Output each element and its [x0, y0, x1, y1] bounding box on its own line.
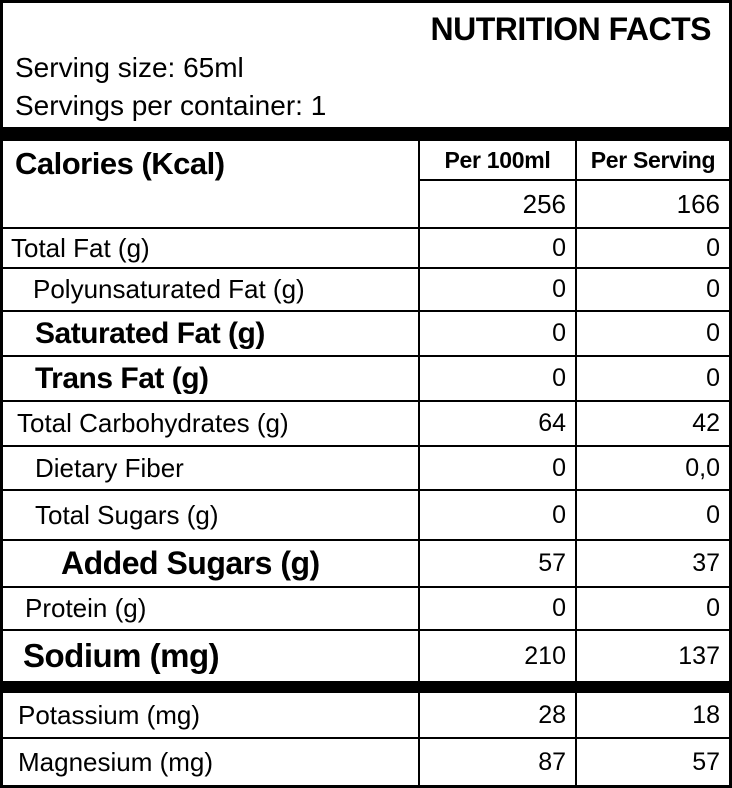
table-row-total-carbohydrates: Total Carbohydrates (g) 64 42: [3, 400, 729, 445]
column-header-per-serving: Per Serving: [575, 141, 729, 181]
calories-heading: Calories (Kcal): [15, 146, 225, 181]
column-header-per-100ml: Per 100ml: [418, 141, 575, 181]
table-row-protein: Protein (g) 0 0: [3, 586, 729, 629]
row-label: Potassium (mg): [18, 699, 201, 730]
row-value-per-100ml: 0: [418, 312, 575, 355]
calories-value-per-serving: 166: [575, 181, 729, 227]
row-value-per-100ml: 0: [418, 357, 575, 400]
row-value-per-100ml: 210: [418, 631, 575, 681]
table-row-total-sugars: Total Sugars (g) 0 0: [3, 489, 729, 539]
row-label: Total Fat (g): [11, 232, 150, 263]
table-row-saturated-fat: Saturated Fat (g) 0 0: [3, 310, 729, 355]
row-value-per-100ml: 0: [418, 588, 575, 629]
row-value-per-100ml: 0: [418, 447, 575, 489]
row-label: Total Sugars (g): [35, 499, 219, 530]
table-row-potassium: Potassium (mg) 28 18: [3, 693, 729, 737]
row-value-per-100ml: 87: [418, 739, 575, 785]
table-row-total-fat: Total Fat (g) 0 0: [3, 227, 729, 267]
row-value-per-100ml: 0: [418, 491, 575, 539]
row-value-per-serving: 0: [575, 357, 729, 400]
row-value-per-100ml: 28: [418, 693, 575, 737]
table-row-magnesium: Magnesium (mg) 87 57: [3, 737, 729, 785]
row-value-per-serving: 57: [575, 739, 729, 785]
row-value-per-serving: 37: [575, 541, 729, 586]
row-label: Protein (g): [25, 593, 147, 623]
row-value-per-serving: 18: [575, 693, 729, 737]
row-label: Magnesium (mg): [18, 746, 214, 777]
row-label: Dietary Fiber: [35, 452, 184, 483]
calories-value-per-100ml: 256: [418, 181, 575, 227]
row-value-per-serving: 137: [575, 631, 729, 681]
row-value-per-100ml: 0: [418, 229, 575, 267]
row-value-per-serving: 0: [575, 269, 729, 310]
row-label: Saturated Fat (g): [35, 316, 265, 350]
calories-section: Calories (Kcal) Per 100ml Per Serving 25…: [3, 141, 729, 227]
table-row-added-sugars: Added Sugars (g) 57 37: [3, 539, 729, 586]
row-label: Total Carbohydrates (g): [17, 408, 289, 438]
serving-size-text: Serving size: 65ml: [15, 52, 244, 83]
row-value-per-serving: 0: [575, 588, 729, 629]
row-value-per-serving: 0: [575, 491, 729, 539]
table-row-polyunsaturated-fat: Polyunsaturated Fat (g) 0 0: [3, 267, 729, 310]
thick-divider-bottom: [3, 681, 729, 693]
table-row-sodium: Sodium (mg) 210 137: [3, 629, 729, 681]
row-value-per-serving: 0: [575, 312, 729, 355]
thick-divider-top: [3, 127, 729, 141]
servings-per-container-text: Servings per container: 1: [15, 90, 327, 121]
label-title: NUTRITION FACTS: [430, 11, 712, 47]
row-value-per-100ml: 57: [418, 541, 575, 586]
row-label: Polyunsaturated Fat (g): [33, 274, 305, 304]
row-value-per-serving: 0,0: [575, 447, 729, 489]
row-label: Sodium (mg): [23, 637, 220, 674]
table-row-trans-fat: Trans Fat (g) 0 0: [3, 355, 729, 400]
table-row-dietary-fiber: Dietary Fiber 0 0,0: [3, 445, 729, 489]
row-value-per-serving: 42: [575, 402, 729, 445]
row-label: Added Sugars (g): [61, 545, 320, 581]
row-value-per-100ml: 64: [418, 402, 575, 445]
row-value-per-100ml: 0: [418, 269, 575, 310]
row-value-per-serving: 0: [575, 229, 729, 267]
label-header: NUTRITION FACTS Serving size: 65ml Servi…: [3, 3, 729, 127]
row-label: Trans Fat (g): [35, 361, 209, 395]
